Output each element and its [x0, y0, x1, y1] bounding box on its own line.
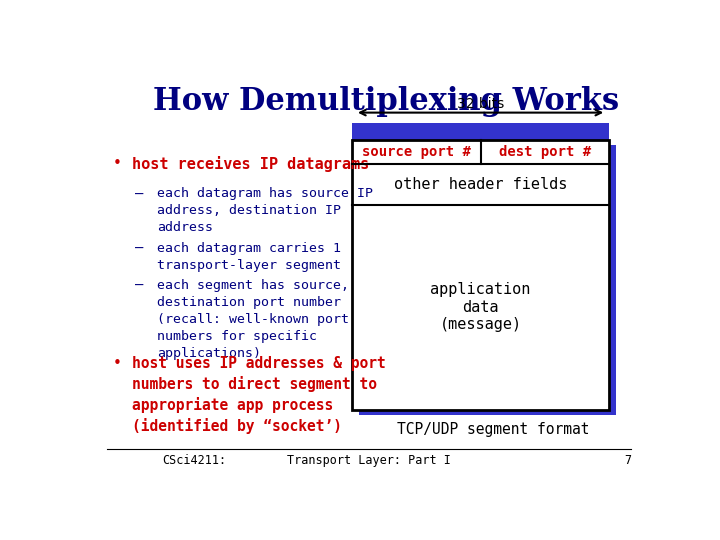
Text: •: •	[112, 156, 121, 171]
Text: –: –	[135, 279, 143, 293]
Text: host uses IP addresses & port
numbers to direct segment to
appropriate app proce: host uses IP addresses & port numbers to…	[132, 356, 386, 435]
Text: 32 bits: 32 bits	[457, 97, 504, 111]
Text: dest port #: dest port #	[499, 145, 591, 159]
Bar	[359, 145, 616, 415]
Text: each datagram carries 1
transport-layer segment: each datagram carries 1 transport-layer …	[157, 241, 341, 272]
Text: •: •	[112, 356, 121, 371]
Text: –: –	[135, 241, 143, 255]
Text: source port #: source port #	[362, 145, 471, 159]
Text: How Demultiplexing Works: How Demultiplexing Works	[153, 85, 618, 117]
Text: each datagram has source IP
address, destination IP
address: each datagram has source IP address, des…	[157, 187, 373, 234]
Text: CSci4211:: CSci4211:	[163, 454, 227, 467]
Text: Transport Layer: Part I: Transport Layer: Part I	[287, 454, 451, 467]
Text: application
data
(message): application data (message)	[431, 282, 531, 332]
Text: 7: 7	[624, 454, 631, 467]
Text: TCP/UDP segment format: TCP/UDP segment format	[397, 422, 590, 437]
Text: –: –	[135, 187, 143, 201]
Text: host receives IP datagrams: host receives IP datagrams	[132, 156, 369, 172]
Bar	[352, 140, 609, 410]
Text: other header fields: other header fields	[394, 177, 567, 192]
Text: each segment has source,
destination port number
(recall: well-known port
number: each segment has source, destination por…	[157, 279, 349, 360]
Bar	[352, 123, 609, 140]
